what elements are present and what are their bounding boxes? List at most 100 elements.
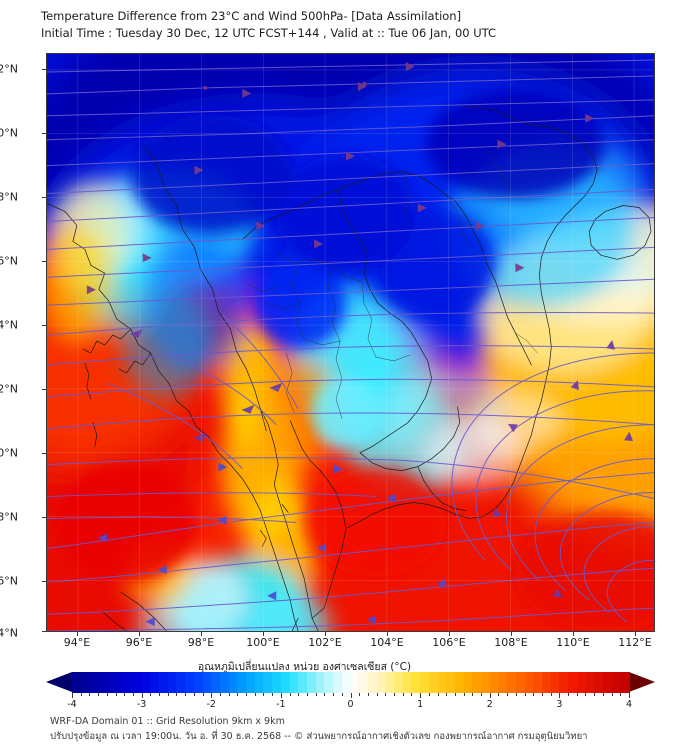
colorbar-tick (72, 693, 73, 698)
colorbar-segment (385, 672, 395, 693)
colorbar-segment (237, 672, 247, 693)
colorbar-tick (141, 693, 143, 698)
colorbar-minor-tick (193, 693, 195, 696)
colorbar-minor-tick (315, 693, 317, 696)
colorbar[interactable]: -4 -3 -2 -1 0 1 2 3 4 (46, 672, 655, 710)
colorbar-segment (568, 672, 578, 693)
colorbar-segment (611, 672, 621, 693)
colorbar-minor-tick (272, 693, 274, 696)
colorbar-segment (254, 672, 265, 693)
y-tick-label: 18°N (0, 190, 18, 204)
colorbar-minor-tick (246, 693, 248, 696)
colorbar-segment (246, 672, 256, 693)
colorbar-minor-tick (428, 693, 430, 696)
colorbar-tick (559, 693, 561, 698)
colorbar-tick (489, 693, 491, 698)
colorbar-segment (289, 672, 299, 693)
colorbar-minor-tick (541, 693, 543, 696)
colorbar-tick-label: 1 (417, 699, 424, 710)
x-tick-label: 98°E (187, 636, 215, 649)
colorbar-minor-tick (298, 693, 300, 696)
colorbar-minor-tick (306, 693, 308, 696)
colorbar-segment (193, 672, 204, 693)
x-tick-label: 94°E (63, 636, 91, 649)
colorbar-minor-tick (167, 693, 169, 696)
colorbar-minor-tick (132, 693, 134, 696)
colorbar-minor-tick (437, 693, 439, 696)
colorbar-tick-label: 3 (556, 699, 563, 710)
colorbar-minor-tick (333, 693, 335, 696)
x-tick-label: 102°E (308, 636, 342, 649)
colorbar-minor-tick (402, 693, 404, 696)
colorbar-minor-tick (359, 693, 361, 696)
colorbar-tick (629, 693, 630, 698)
chart-footer: WRF-DA Domain 01 :: Grid Resolution 9km … (50, 714, 660, 744)
y-tick-label: 12°N (0, 382, 18, 396)
colorbar-tick-label: -3 (136, 699, 147, 710)
colorbar-minor-tick (115, 693, 117, 696)
colorbar-segment (420, 672, 430, 693)
x-tick-label: 104°E (370, 636, 404, 649)
colorbar-segment (280, 672, 291, 693)
colorbar-minor-tick (472, 693, 474, 696)
colorbar-segment (132, 672, 143, 693)
map-plot-area (46, 53, 655, 632)
colorbar-minor-tick (498, 693, 500, 696)
colorbar-segment (167, 672, 178, 693)
colorbar-tick-label: -2 (206, 699, 216, 710)
colorbar-minor-tick (219, 693, 221, 696)
colorbar-tick-label: -4 (67, 699, 77, 710)
y-tick-label: 20°N (0, 126, 18, 140)
colorbar-minor-tick (602, 693, 604, 696)
coastline-overlay (47, 107, 652, 631)
colorbar-tick-label: 4 (625, 699, 633, 710)
colorbar-segment (376, 672, 386, 693)
colorbar-minor-tick (411, 693, 413, 696)
colorbar-segment (341, 672, 352, 693)
colorbar-minor-tick (611, 693, 613, 696)
y-tick-label: 14°N (0, 318, 18, 332)
colorbar-minor-tick (367, 693, 369, 696)
temperature-difference-field (47, 54, 654, 631)
colorbar-segment (620, 672, 630, 693)
colorbar-tick (280, 693, 282, 698)
x-tick-label: 96°E (125, 636, 153, 649)
colorbar-tick-label: 2 (486, 699, 493, 710)
colorbar-minor-tick (454, 693, 456, 696)
colorbar-minor-tick (185, 693, 187, 696)
colorbar-segment (176, 672, 186, 693)
colorbar-minor-tick (576, 693, 578, 696)
colorbar-tick-label: -1 (276, 699, 286, 710)
colorbar-minor-tick (159, 693, 161, 696)
colorbar-segment (428, 672, 439, 693)
colorbar-segment (72, 672, 82, 693)
colorbar-minor-tick (341, 693, 343, 696)
footer-line-1: WRF-DA Domain 01 :: Grid Resolution 9km … (50, 716, 285, 727)
colorbar-segment (489, 672, 500, 693)
colorbar-minor-tick (80, 693, 82, 696)
colorbar-minor-tick (263, 693, 265, 696)
colorbar-minor-tick (98, 693, 100, 696)
y-tick-label: 4°N (0, 626, 18, 640)
colorbar-minor-tick (202, 693, 204, 696)
colorbar-segment (359, 672, 369, 693)
colorbar-segment (80, 672, 90, 693)
colorbar-minor-tick (254, 693, 256, 696)
colorbar-under-arrow (46, 672, 72, 692)
colorbar-minor-tick (106, 693, 108, 696)
colorbar-tick (350, 693, 352, 698)
colorbar-segment (219, 672, 230, 693)
colorbar-minor-tick (228, 693, 230, 696)
colorbar-segment (211, 672, 221, 693)
colorbar-segment (550, 672, 560, 693)
colorbar-minor-tick (585, 693, 587, 696)
colorbar-segment (541, 672, 552, 693)
colorbar-segment (124, 672, 134, 693)
colorbar-minor-tick (124, 693, 126, 696)
colorbar-segment (89, 672, 99, 693)
colorbar-minor-tick (524, 693, 526, 696)
colorbar-minor-tick (376, 693, 378, 696)
colorbar-minor-tick (533, 693, 535, 696)
x-tick-label: 110°E (556, 636, 590, 649)
